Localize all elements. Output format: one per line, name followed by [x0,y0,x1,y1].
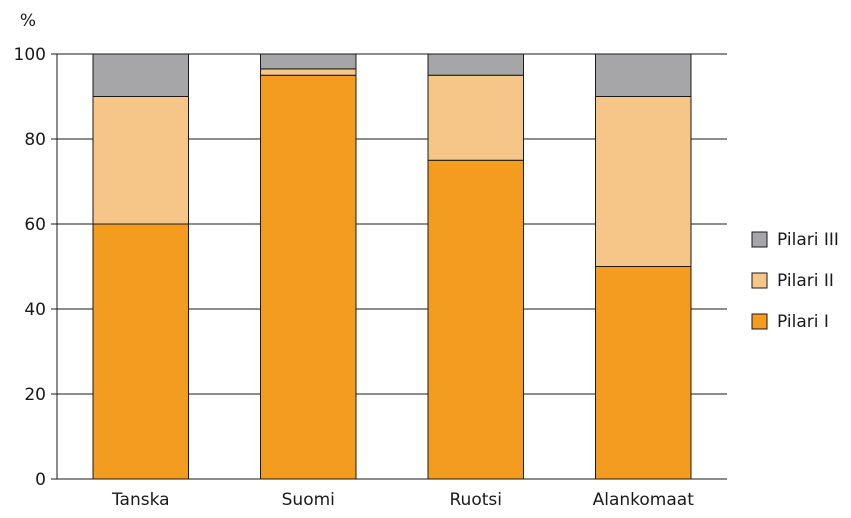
bar-segment [260,68,357,76]
bar-segment [427,159,524,480]
x-category-label: Tanska [111,490,170,510]
x-axis-categories: Tanska Suomi Ruotsi Alankomaat [111,490,694,510]
y-tick-label: 20 [24,385,46,405]
axes [56,54,727,480]
x-category-label: Alankomaat [593,490,695,510]
legend-label: Pilari II [777,271,834,291]
x-category-label: Ruotsi [450,490,502,510]
y-tick-label: 0 [35,470,46,490]
bars-group [92,53,692,480]
legend-label: Pilari I [777,312,829,332]
legend-label: Pilari III [777,230,839,250]
y-tick-label: 100 [14,45,46,65]
y-tick-label: 40 [24,300,46,320]
legend-swatch [751,231,768,248]
bar-segment [595,96,692,267]
bar-segment [595,266,692,480]
bar-segment [260,53,357,70]
y-tick-label: 80 [24,130,46,150]
bar-segment [92,53,189,97]
legend-swatch [751,272,768,289]
bar-segment [595,53,692,97]
bar-segment [427,74,524,161]
y-unit-label: % [20,11,36,31]
bar-segment [92,223,189,480]
x-category-label: Suomi [282,490,335,510]
bar-segment [427,53,524,76]
legend-swatch [751,313,768,330]
legend: Pilari III Pilari II Pilari I [751,230,839,332]
y-tick-label: 60 [24,215,46,235]
bar-segment [260,74,357,480]
y-axis-ticks: 0 20 40 60 80 100 [14,45,57,490]
bar-segment [92,96,189,225]
